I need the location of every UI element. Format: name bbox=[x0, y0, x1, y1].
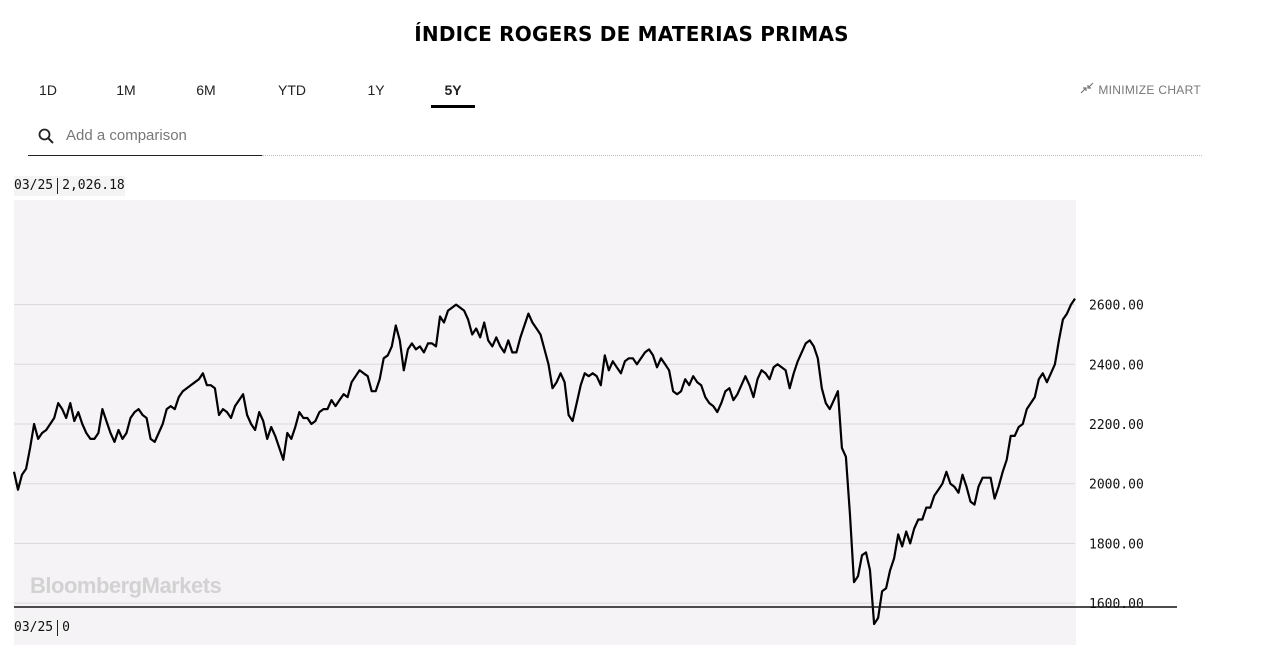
series-line[interactable] bbox=[12, 297, 1076, 626]
readout-separator bbox=[57, 178, 59, 194]
tab-1d[interactable]: 1D bbox=[39, 82, 57, 98]
tab-1y[interactable]: 1Y bbox=[367, 82, 385, 98]
readout-bottom-value: 0 bbox=[62, 620, 70, 635]
tab-5y[interactable]: 5Y bbox=[431, 78, 475, 108]
minimize-label: MINIMIZE CHART bbox=[1098, 82, 1201, 97]
tab-1m[interactable]: 1M bbox=[116, 82, 136, 98]
y-tick-label: 2200.00 bbox=[1089, 418, 1144, 433]
y-tick-label: 1600.00 bbox=[1089, 597, 1144, 612]
y-tick-label: 2000.00 bbox=[1089, 478, 1144, 493]
minimize-icon bbox=[1080, 82, 1094, 97]
readout-top-date: 03/25 bbox=[14, 178, 54, 193]
tab-ytd[interactable]: YTD bbox=[278, 82, 306, 98]
comparison-search[interactable] bbox=[28, 116, 262, 156]
search-input[interactable] bbox=[66, 127, 246, 144]
chart-title: ÍNDICE ROGERS DE MATERIAS PRIMAS bbox=[414, 22, 849, 46]
divider bbox=[262, 155, 1202, 156]
minimize-chart-button[interactable]: MINIMIZE CHART bbox=[1080, 82, 1201, 97]
readout-bottom: 03/25 0 bbox=[14, 618, 70, 638]
volume-band bbox=[14, 607, 1076, 645]
readout-separator bbox=[57, 620, 59, 636]
search-icon bbox=[38, 128, 54, 144]
readout-bottom-date: 03/25 bbox=[14, 620, 54, 635]
readout-top-value: 2,026.18 bbox=[62, 178, 125, 193]
bloomberg-watermark: BloombergMarkets bbox=[30, 573, 222, 598]
y-tick-label: 2600.00 bbox=[1089, 299, 1144, 314]
y-tick-label: 1800.00 bbox=[1089, 537, 1144, 552]
y-tick-label: 2400.00 bbox=[1089, 358, 1144, 373]
tab-6m[interactable]: 6M bbox=[196, 82, 216, 98]
readout-top: 03/25 2,026.18 bbox=[14, 176, 125, 196]
